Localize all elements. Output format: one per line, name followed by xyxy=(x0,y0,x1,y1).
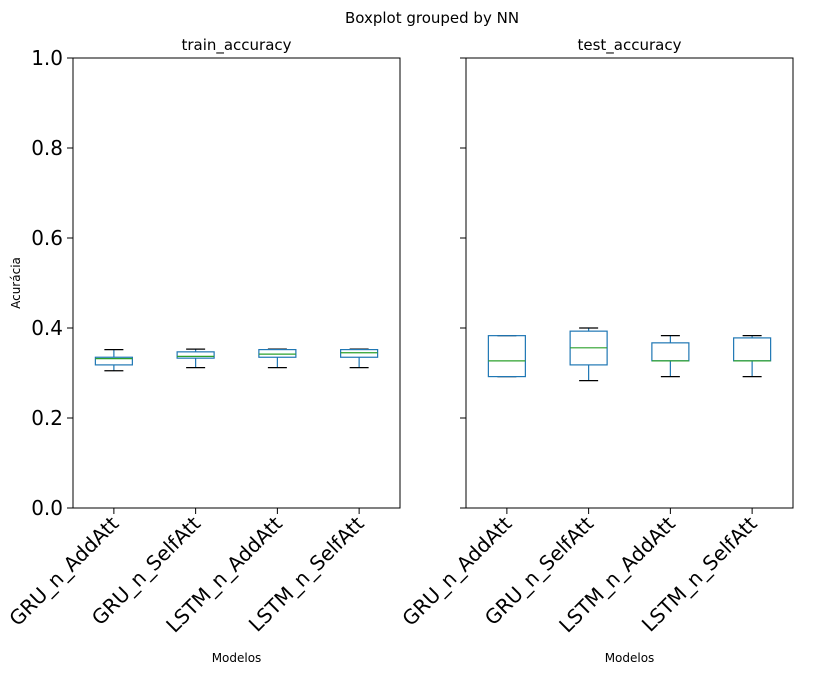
iqr-box xyxy=(176,351,215,359)
axes-frame xyxy=(72,57,401,509)
box-GRU_n_AddAtt xyxy=(487,335,526,378)
panel-train-accuracy: train_accuracy Modelos 0.0 0.2 0.4 0.6 0.8 1.… xyxy=(4,36,401,665)
box-GRU_n_SelfAtt xyxy=(176,348,215,369)
iqr-box xyxy=(651,342,690,362)
iqr-box xyxy=(487,335,526,378)
axes-frame xyxy=(465,57,794,509)
y-tick-label: 0.0 xyxy=(31,496,63,520)
box-LSTM_n_SelfAtt xyxy=(340,348,379,369)
box-LSTM_n_AddAtt xyxy=(258,348,297,369)
x-axis-label: Modelos xyxy=(212,651,262,665)
iqr-box xyxy=(340,349,379,358)
y-tick-label: 0.2 xyxy=(31,406,63,430)
panel-title: test_accuracy xyxy=(578,36,682,55)
iqr-box xyxy=(94,356,133,366)
y-tick-label: 0.8 xyxy=(31,136,63,160)
panel-test-accuracy: test_accuracy Modelos GRU_n_AddAttGRU_n_… xyxy=(397,36,794,665)
box-LSTM_n_AddAtt xyxy=(651,335,690,378)
y-tick-label: 0.6 xyxy=(31,226,63,250)
iqr-box xyxy=(258,349,297,358)
box-GRU_n_AddAtt xyxy=(94,349,133,372)
box-GRU_n_SelfAtt xyxy=(569,327,608,382)
y-axis-label: Acurácia xyxy=(9,257,23,309)
panel-title: train_accuracy xyxy=(181,36,291,55)
box-LSTM_n_SelfAtt xyxy=(733,335,772,378)
iqr-box xyxy=(733,337,772,362)
figure-suptitle: Boxplot grouped by NN xyxy=(345,9,519,27)
x-axis-label: Modelos xyxy=(605,651,655,665)
y-tick-label: 0.4 xyxy=(31,316,63,340)
y-tick-label: 1.0 xyxy=(31,46,63,70)
